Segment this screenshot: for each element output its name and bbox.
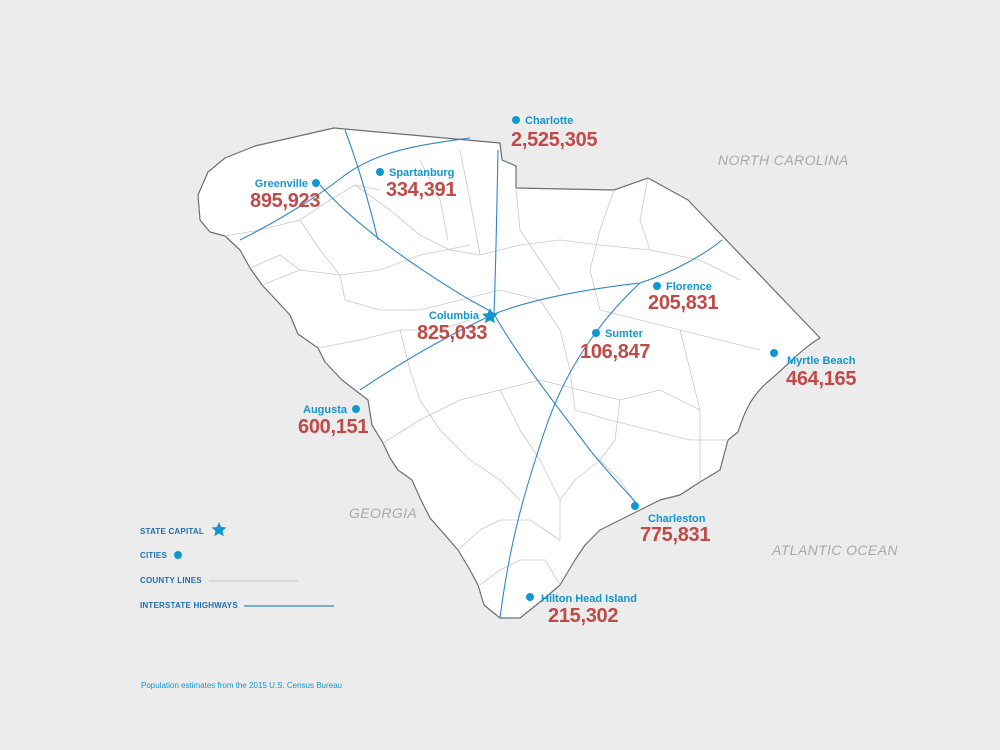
city-name: Augusta (303, 404, 348, 416)
dot-icon (592, 329, 600, 337)
dot-icon (512, 116, 520, 124)
city-name: Hilton Head Island (541, 593, 637, 605)
city-population: 334,391 (386, 179, 456, 201)
star-icon (482, 308, 498, 324)
star-icon (211, 522, 227, 537)
city-population: 106,847 (580, 341, 650, 363)
state-outline (197, 127, 821, 619)
legend-state-capital-label: STATE CAPITAL (140, 527, 204, 536)
city-sumter: Sumter 106,847 (580, 328, 651, 363)
city-population: 600,151 (298, 416, 368, 438)
dot-icon (312, 179, 320, 187)
dot-icon (631, 502, 639, 510)
map-legend: STATE CAPITAL CITIES COUNTY LINES INTERS… (140, 522, 334, 610)
legend-cities-label: CITIES (140, 551, 167, 560)
city-population: 215,302 (548, 605, 618, 627)
city-name: Sumter (605, 328, 644, 340)
dot-icon (352, 405, 360, 413)
city-population: 464,165 (786, 368, 856, 390)
city-spartanburg: Spartanburg 334,391 (376, 167, 457, 201)
city-name: Charlotte (525, 115, 573, 127)
north-carolina-label: NORTH CAROLINA (718, 152, 849, 168)
city-name: Spartanburg (389, 167, 454, 179)
source-footnote: Population estimates from the 2015 U.S. … (141, 681, 342, 690)
dot-icon (526, 593, 534, 601)
city-name: Myrtle Beach (787, 355, 856, 367)
dot-icon (376, 168, 384, 176)
city-name: Florence (666, 281, 712, 293)
legend-county-lines-label: COUNTY LINES (140, 576, 202, 585)
city-augusta: Augusta 600,151 (298, 404, 369, 438)
city-name: Columbia (429, 310, 480, 322)
legend-interstate-highways-label: INTERSTATE HIGHWAYS (140, 601, 238, 610)
interstate-highways (239, 129, 723, 619)
city-columbia: Columbia 825,033 (417, 308, 498, 344)
dot-icon (174, 551, 182, 559)
city-name: Charleston (648, 513, 706, 525)
city-myrtle-beach: Myrtle Beach 464,165 (770, 349, 857, 390)
georgia-label: GEORGIA (349, 505, 417, 521)
atlantic-ocean-label: ATLANTIC OCEAN (771, 542, 898, 558)
city-population: 825,033 (417, 322, 487, 344)
dot-icon (770, 349, 778, 357)
city-name: Greenville (255, 178, 308, 190)
city-population: 775,831 (640, 524, 710, 546)
city-florence: Florence 205,831 (648, 281, 719, 314)
dot-icon (653, 282, 661, 290)
city-population: 895,923 (250, 190, 320, 212)
county-lines (224, 149, 761, 586)
city-charlotte: Charlotte 2,525,305 (511, 115, 598, 151)
city-greenville: Greenville 895,923 (250, 178, 321, 212)
city-population: 2,525,305 (511, 129, 597, 151)
city-charleston: Charleston 775,831 (631, 502, 711, 546)
city-population: 205,831 (648, 292, 718, 314)
city-hilton-head-island: Hilton Head Island 215,302 (526, 593, 637, 627)
